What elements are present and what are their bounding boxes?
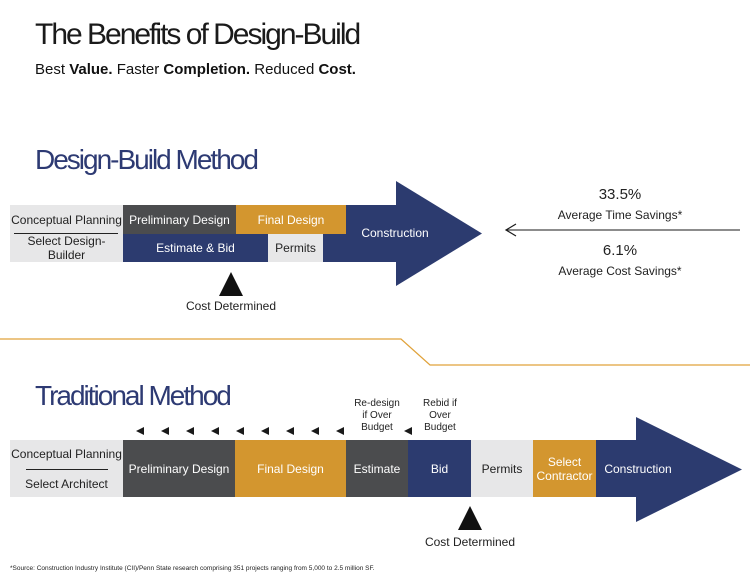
traditional-arrow-head [636,417,742,522]
back-arrow-icon [336,427,344,435]
tr-select-contractor: Select Contractor [533,440,596,497]
db-cost-determined: Cost Determined [185,299,277,313]
back-arrow-icon [236,427,244,435]
design-build-title: Design-Build Method [35,144,259,175]
tr-conceptual-planning: Conceptual Planning [11,447,122,461]
db-estimate-bid: Estimate & Bid [123,234,268,262]
tr-estimate: Estimate [346,440,408,497]
tr-bid: Bid [408,440,471,497]
cost-savings-label: Average Cost Savings* [558,264,682,278]
tr-cost-marker-icon [458,506,482,530]
back-arrow-icon [311,427,319,435]
db-permits: Permits [268,234,323,262]
back-arrow-icon [186,427,194,435]
time-savings-label: Average Time Savings* [557,208,683,222]
section-divider [0,338,750,366]
savings-arrow-icon [504,223,740,237]
design-build-arrow-head [396,181,482,286]
db-preliminary-design: Preliminary Design [123,205,236,234]
db-divider-line [14,233,118,234]
page-title: The Benefits of Design-Build [35,18,361,51]
rebid-note: Rebid if Over Budget [423,398,457,433]
redesign-note: Re-design if Over Budget [354,398,400,433]
tr-preliminary-design: Preliminary Design [123,440,235,497]
back-arrow-icon [286,427,294,435]
tr-construction: Construction [604,462,672,476]
footnote: *Source: Construction Industry Institute… [10,565,375,572]
back-arrow-icon [161,427,169,435]
db-final-design: Final Design [236,205,346,234]
subtitle-part: Reduced [250,61,319,78]
back-arrow-icon [211,427,219,435]
back-arrow-icon [261,427,269,435]
tr-divider-line [26,469,108,470]
time-savings-value: 33.5% [598,186,642,203]
db-conceptual-planning: Conceptual Planning [10,205,123,234]
subtitle-part: Value. [69,61,113,78]
subtitle-part: Completion. [163,61,251,78]
subtitle-part: Cost. [318,61,356,78]
subtitle-part: Best [35,61,70,78]
back-arrow-icon [404,427,412,435]
tr-select-architect: Select Architect [25,477,108,491]
db-construction: Construction [361,226,429,240]
tr-permits: Permits [471,440,533,497]
tr-conceptual-cell [10,440,123,497]
back-arrow-icon [136,427,144,435]
tr-cost-determined: Cost Determined [424,535,516,549]
db-cost-marker-icon [219,272,243,296]
db-select-design-builder: Select Design-Builder [10,234,123,262]
page-subtitle: Best Value. Faster Completion. Reduced C… [35,61,356,78]
traditional-title: Traditional Method [35,380,232,411]
cost-savings-value: 6.1% [602,242,638,259]
tr-final-design: Final Design [235,440,346,497]
subtitle-part: Faster [112,61,164,78]
